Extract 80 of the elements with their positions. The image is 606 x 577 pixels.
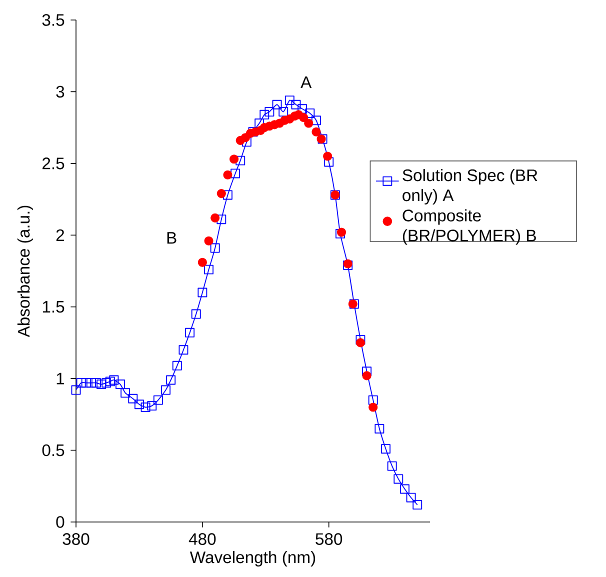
point (381, 444, 390, 454)
point (236, 156, 246, 166)
point (210, 213, 220, 222)
point (204, 236, 214, 246)
point (178, 345, 188, 355)
point (323, 152, 332, 161)
x-tick-label: 380 (62, 533, 90, 545)
point (272, 100, 282, 110)
annotation: A (300, 76, 312, 88)
point (223, 170, 232, 180)
point (161, 385, 171, 395)
point (311, 116, 321, 126)
point (394, 474, 404, 484)
point (260, 110, 270, 120)
point (191, 309, 201, 319)
point (305, 108, 315, 118)
legend-label: Composite (BR/POLYMER) B (402, 209, 536, 245)
y-tick-label: 2.5 (42, 158, 64, 170)
y-tick-label: 0.5 (42, 444, 64, 456)
point (304, 118, 314, 128)
point (412, 500, 422, 510)
point (153, 395, 163, 405)
point (210, 243, 220, 253)
annotation: B (167, 232, 176, 244)
point (230, 154, 239, 164)
point (216, 189, 226, 198)
point (324, 157, 334, 167)
point (116, 380, 125, 390)
point (172, 360, 182, 370)
y-tick-label: 1.5 (42, 301, 64, 313)
point (264, 107, 274, 117)
point (298, 104, 308, 114)
point (284, 96, 294, 106)
point (198, 258, 207, 267)
point (128, 394, 138, 404)
point (216, 214, 226, 224)
point (102, 378, 112, 388)
x-tick-label: 580 (316, 533, 342, 545)
point (291, 100, 301, 110)
point (91, 378, 101, 388)
point (222, 190, 232, 200)
point (368, 402, 378, 412)
point (356, 338, 366, 348)
point (76, 378, 86, 388)
point (356, 335, 366, 345)
point (387, 461, 397, 471)
point (312, 127, 321, 136)
point (86, 378, 96, 388)
point (134, 400, 144, 410)
legend-label: Solution Spec (BR only) A (402, 168, 538, 204)
point (278, 107, 288, 117)
y-tick-label: 1 (56, 372, 64, 384)
y-tick-label: 3.5 (42, 14, 64, 26)
x-tick-label: 480 (188, 533, 216, 545)
point (109, 375, 119, 385)
point (147, 401, 157, 411)
point (166, 375, 176, 385)
point (185, 328, 195, 338)
point (120, 388, 130, 398)
point (299, 112, 308, 122)
y-tick-label: 2 (56, 229, 64, 241)
x-axis-title: Wavelength (nm) (190, 550, 316, 567)
point (374, 424, 384, 434)
point (362, 371, 372, 380)
point (406, 492, 416, 502)
point (400, 484, 410, 494)
point (140, 402, 150, 412)
point (105, 376, 115, 386)
point (242, 137, 252, 147)
point (362, 366, 372, 376)
point (96, 380, 106, 390)
y-tick-label: 3 (56, 86, 64, 98)
point (71, 385, 81, 395)
point (230, 168, 240, 178)
point (204, 264, 214, 274)
point (198, 288, 208, 298)
point (81, 378, 91, 388)
y-tick-label: 0 (56, 516, 64, 528)
point (368, 395, 378, 405)
y-axis-title: Absorbance (a.u.) (17, 206, 33, 338)
